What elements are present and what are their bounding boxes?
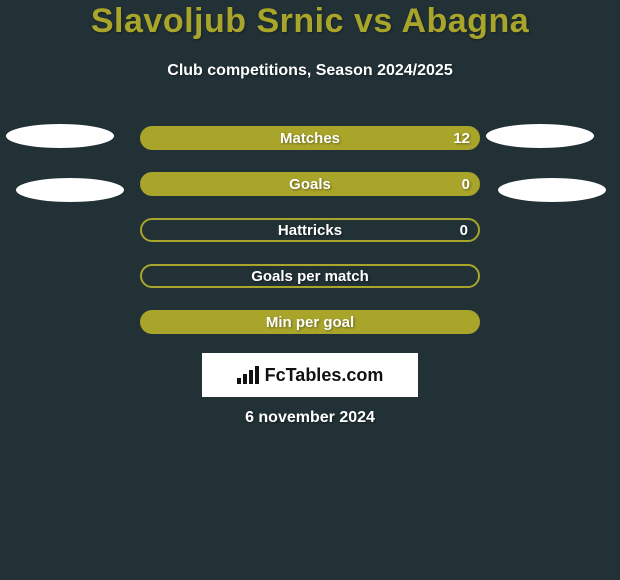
side-ellipse (498, 178, 606, 202)
stat-label: Matches (140, 130, 480, 147)
stat-value: 0 (460, 222, 468, 239)
side-ellipse (486, 124, 594, 148)
stat-bar-hattricks: Hattricks 0 (140, 218, 480, 242)
stat-value: 12 (453, 130, 470, 147)
stat-bar-matches: Matches 12 (140, 126, 480, 150)
fctables-logo: FcTables.com (202, 353, 418, 397)
page-title: Slavoljub Srnic vs Abagna (0, 2, 620, 41)
stat-label: Goals per match (142, 268, 478, 285)
side-ellipse (6, 124, 114, 148)
side-ellipse (16, 178, 124, 202)
stat-bar-min-per-goal: Min per goal (140, 310, 480, 334)
stat-bar-goals: Goals 0 (140, 172, 480, 196)
stat-value: 0 (462, 176, 470, 193)
stat-label: Min per goal (140, 314, 480, 331)
stat-label: Hattricks (142, 222, 478, 239)
comparison-infographic: Slavoljub Srnic vs Abagna Club competiti… (0, 0, 620, 580)
logo-text: FcTables.com (265, 365, 384, 386)
generated-date: 6 november 2024 (0, 409, 620, 427)
subtitle: Club competitions, Season 2024/2025 (0, 62, 620, 80)
stat-bar-goals-per-match: Goals per match (140, 264, 480, 288)
bar-chart-icon (237, 366, 259, 384)
stat-label: Goals (140, 176, 480, 193)
